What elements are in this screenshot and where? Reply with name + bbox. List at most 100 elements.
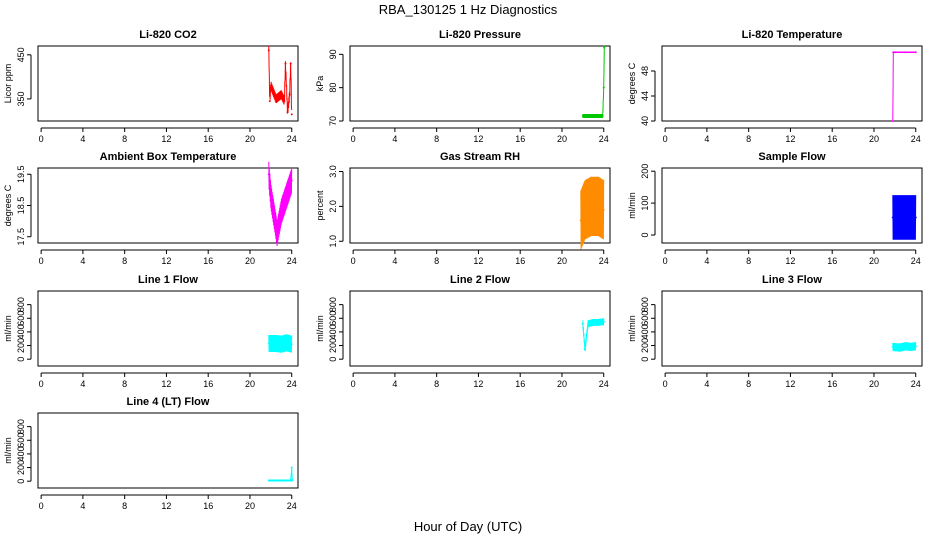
y-tick-label: 0 [16,479,26,484]
x-tick-label: 12 [473,379,483,389]
y-axis-label: ml/min [315,315,325,342]
series-line [580,176,605,250]
plot-frame [661,167,923,244]
x-tick-label: 20 [245,256,255,266]
data-point [597,205,600,208]
x-tick-label: 16 [515,379,525,389]
data-point [269,84,272,87]
x-tick-label: 16 [515,134,525,144]
series-line [892,342,917,352]
x-tick-label: 24 [911,379,921,389]
x-tick-label: 0 [663,256,668,266]
x-tick-label: 4 [704,134,709,144]
x-tick-label: 8 [746,134,751,144]
chart-panel: Line 2 Flow ml/min 0 4 8 12 16 20 24 0 20040060080… [315,274,611,389]
y-axis-label: kPa [315,76,325,92]
series-line [268,45,293,114]
x-tick-label: 24 [599,134,609,144]
x-tick-label: 24 [287,379,297,389]
chart-title: Sample Flow [758,151,826,163]
x-tick-label: 20 [557,256,567,266]
data-point [285,341,288,344]
x-tick-label: 24 [287,134,297,144]
data-point [267,479,270,482]
data-point [602,208,605,211]
x-tick-label: 0 [663,134,668,144]
x-tick-label: 12 [473,256,483,266]
data-point [579,219,582,222]
data-point [289,479,292,482]
x-tick-label: 8 [434,256,439,266]
x-tick-label: 8 [122,501,127,511]
y-tick-label: 800 [640,297,650,312]
y-tick-label: 3.0 [328,165,338,178]
x-tick-label: 4 [704,379,709,389]
y-tick-label: 200 [16,338,26,353]
data-point [280,479,283,482]
data-point [289,62,292,65]
data-point [288,93,291,96]
data-point [909,216,912,219]
data-point [286,111,289,114]
data-point [275,342,278,345]
y-axis-label: ml/min [627,192,637,219]
x-tick-label: 24 [599,256,609,266]
y-tick-label: 600 [640,311,650,326]
x-tick-label: 8 [122,256,127,266]
x-tick-label: 16 [203,256,213,266]
y-tick-label: 80 [328,83,338,93]
y-tick-label: 200 [640,338,650,353]
y-tick-label: 350 [16,91,26,106]
y-tick-label: 200 [16,460,26,475]
data-point [891,345,894,348]
x-tick-label: 16 [827,134,837,144]
x-tick-label: 12 [785,256,795,266]
y-tick-label: 19.5 [16,165,26,183]
y-tick-label: 17.5 [16,228,26,246]
y-axis-label: ml/min [3,315,13,342]
chart-panel: Line 3 Flow ml/min 0 4 8 12 16 20 24 0 20040060080… [627,274,923,389]
x-tick-label: 24 [599,379,609,389]
series-line [268,334,293,353]
chart-title: Ambient Box Temperature [100,151,237,163]
data-point [587,322,590,325]
y-axis-label: Licor ppm [3,64,13,104]
x-tick-label: 20 [245,134,255,144]
data-point [603,46,606,49]
data-point [899,346,902,349]
data-point [269,195,272,198]
series-line [268,467,293,482]
x-tick-label: 4 [80,256,85,266]
y-tick-label: 800 [328,297,338,312]
data-point [590,205,593,208]
chart-panel: Li-820 CO2 Licor ppm 0 4 8 12 16 20 24 350 450 [3,29,299,144]
data-point [583,348,586,351]
y-axis-label: degrees C [3,184,13,226]
x-tick-label: 20 [245,501,255,511]
data-point [284,62,287,65]
data-point [914,51,917,54]
x-tick-label: 0 [663,379,668,389]
plot-frame [349,290,611,367]
x-tick-label: 8 [122,379,127,389]
y-tick-label: 600 [16,311,26,326]
data-point [899,216,902,219]
y-tick-label: 48 [640,66,650,76]
x-tick-label: 12 [473,134,483,144]
data-point [267,49,270,52]
x-tick-label: 0 [39,134,44,144]
data-point [597,321,600,324]
y-tick-label: 600 [328,311,338,326]
chart-title: Gas Stream RH [440,151,520,163]
y-tick-label: 40 [640,116,650,126]
x-tick-label: 4 [392,134,397,144]
y-tick-label: 0 [640,357,650,362]
data-point [272,213,275,216]
data-point [267,173,270,176]
chart-title: Line 4 (LT) Flow [127,396,210,408]
y-tick-label: 70 [328,116,338,126]
data-point [581,322,584,325]
x-tick-label: 8 [746,379,751,389]
y-tick-label: 100 [640,196,650,211]
chart-title: Li-820 CO2 [139,29,196,41]
